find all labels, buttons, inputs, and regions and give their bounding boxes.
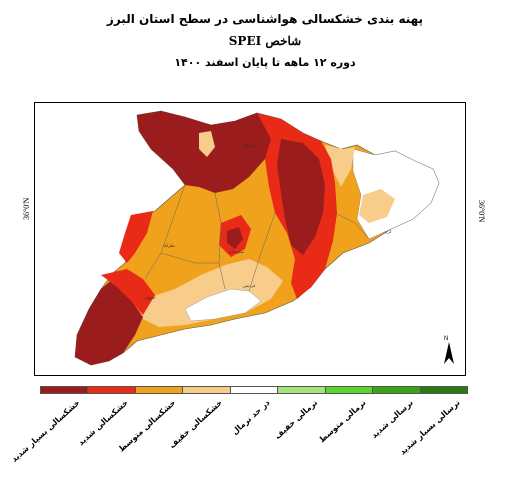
zone-extreme-center: [277, 139, 325, 255]
zone-mild-east-2: [325, 145, 355, 187]
zone-extreme-southwest: [75, 279, 143, 365]
map-subtitle: شاخص SPEI: [228, 34, 302, 48]
zone-mild-north: [199, 131, 215, 157]
legend-label: نرمالی خفیف: [273, 398, 320, 441]
latitude-label-right: 36°0'N: [477, 200, 486, 223]
zone-extreme-pocket: [227, 227, 243, 249]
map-title: پهنه بندی خشکسالی هواشناسی در سطح استان …: [106, 12, 424, 26]
place-label-eshtehard: اشتهارد: [143, 295, 155, 300]
legend-swatch: [372, 387, 420, 393]
legend-swatch: [87, 387, 135, 393]
legend-label: خشکسالی خفیف: [167, 398, 225, 451]
legend-label: نرسالی شدید: [369, 398, 415, 441]
place-label-fardis: فردیس: [243, 283, 255, 288]
district-boundaries: [144, 184, 370, 292]
zone-severe-west: [119, 211, 153, 263]
map-frame: نظرآباد اشتهارد طالقان کرج فردیس ساوجبلا…: [34, 102, 466, 376]
province-map: نظرآباد اشتهارد طالقان کرج فردیس ساوجبلا…: [74, 110, 440, 366]
legend-label: خشکسالی بسیار شدید: [9, 398, 82, 464]
zone-severe-southwest: [101, 269, 155, 315]
legend-swatch: [182, 387, 230, 393]
zone-normal-south: [184, 288, 262, 322]
zone-normal-east: [352, 148, 440, 240]
latitude-label-left: 36°0'N: [22, 197, 31, 220]
place-label-nazarabad: نظرآباد: [163, 243, 175, 248]
place-label-taleqan: طالقان: [243, 143, 255, 148]
north-arrow-icon: [444, 342, 454, 364]
legend-labels: خشکسالی بسیار شدید خشکسالی شدید خشکسالی مت…: [10, 398, 468, 464]
north-letter: N: [444, 336, 449, 342]
legend-swatch: [419, 387, 467, 393]
legend-bar: [40, 386, 468, 394]
map-period: دوره ۱۲ ماهه تا پایان اسفند ۱۴۰۰: [174, 56, 356, 69]
legend-swatch: [229, 387, 278, 393]
legend-label: نرمالی متوسط: [316, 398, 368, 445]
place-label-karaj: کرج: [385, 229, 392, 234]
legend-swatch: [277, 387, 325, 393]
legend-label: خشکسالی شدید: [75, 398, 130, 448]
legend-swatch: [324, 387, 373, 393]
legend-swatch: [134, 387, 183, 393]
zone-mild-east: [359, 189, 395, 223]
map-title-block: پهنه بندی خشکسالی هواشناسی در سطح استان …: [0, 8, 530, 74]
legend-swatch: [41, 387, 88, 393]
place-label-savojbolagh: ساوجبلاغ: [229, 249, 245, 254]
legend-label: در حد نرمال: [230, 398, 272, 437]
